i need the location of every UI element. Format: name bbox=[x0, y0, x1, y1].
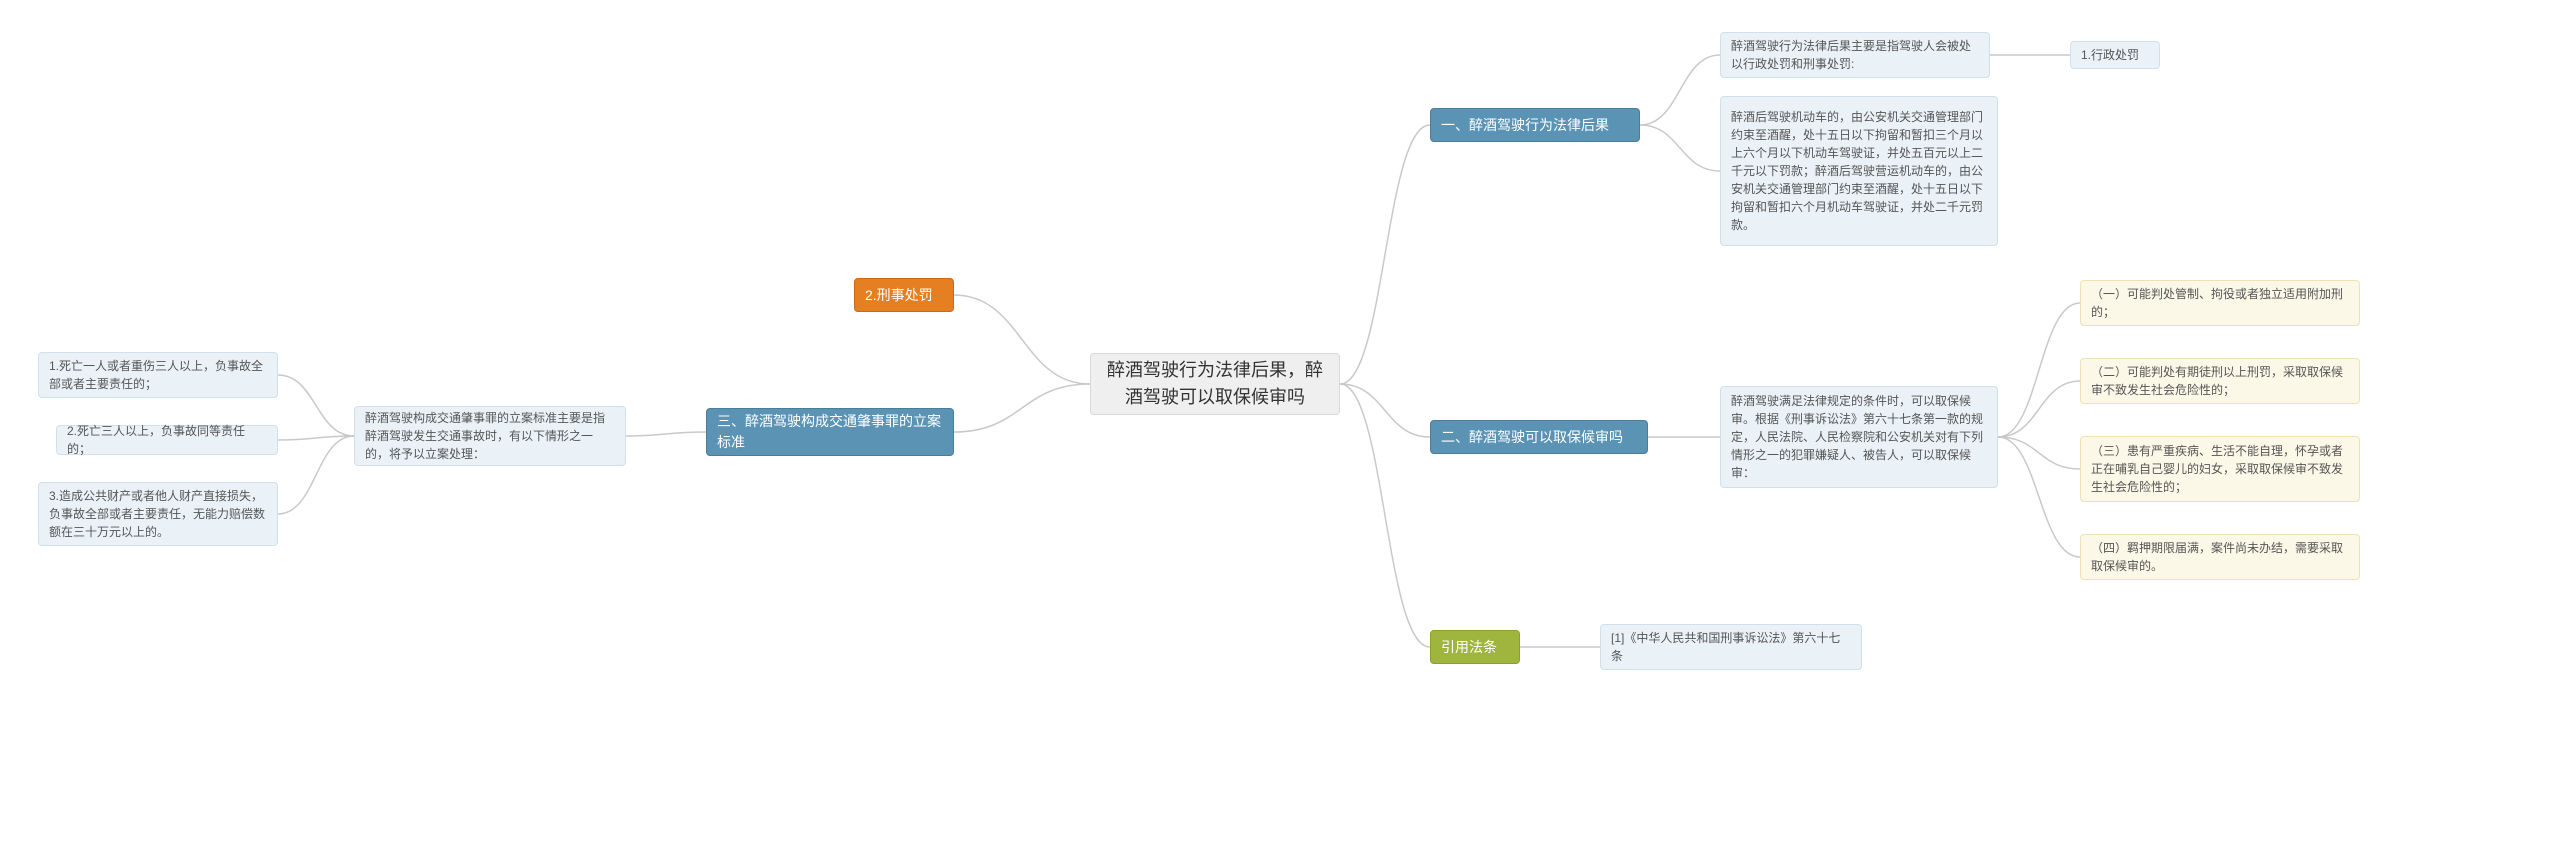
node-text-b5c1b: 2.死亡三人以上，负事故同等责任的； bbox=[57, 416, 277, 464]
node-text-b2c1c: （三）患有严重疾病、生活不能自理，怀孕或者正在哺乳自己婴儿的妇女，采取取保候审不… bbox=[2081, 436, 2359, 502]
node-text-b1c1a: 1.行政处罚 bbox=[2071, 40, 2159, 70]
node-b5c1c[interactable]: 3.造成公共财产或者他人财产直接损失，负事故全部或者主要责任，无能力赔偿数额在三… bbox=[38, 482, 278, 546]
node-text-b1: 一、醉酒驾驶行为法律后果 bbox=[1431, 109, 1639, 142]
node-text-b2: 二、醉酒驾驶可以取保候审吗 bbox=[1431, 421, 1647, 454]
node-text-b2c1b: （二）可能判处有期徒刑以上刑罚，采取取保候审不致发生社会危险性的； bbox=[2081, 357, 2359, 405]
node-b1c1a[interactable]: 1.行政处罚 bbox=[2070, 41, 2160, 69]
node-b5c1[interactable]: 醉酒驾驶构成交通肇事罪的立案标准主要是指醉酒驾驶发生交通事故时，有以下情形之一的… bbox=[354, 406, 626, 466]
node-text-b2c1d: （四）羁押期限届满，案件尚未办结，需要采取取保候审的。 bbox=[2081, 533, 2359, 581]
node-text-b3: 引用法条 bbox=[1431, 631, 1519, 664]
node-b5c1a[interactable]: 1.死亡一人或者重伤三人以上，负事故全部或者主要责任的； bbox=[38, 352, 278, 398]
node-b4[interactable]: 2.刑事处罚 bbox=[854, 278, 954, 312]
node-text-b3c1: [1]《中华人民共和国刑事诉讼法》第六十七条 bbox=[1601, 623, 1861, 671]
node-b2c1b[interactable]: （二）可能判处有期徒刑以上刑罚，采取取保候审不致发生社会危险性的； bbox=[2080, 358, 2360, 404]
node-text-root: 醉酒驾驶行为法律后果，醉酒驾驶可以取保候审吗 bbox=[1091, 351, 1339, 417]
node-b5[interactable]: 三、醉酒驾驶构成交通肇事罪的立案标准 bbox=[706, 408, 954, 456]
mindmap-canvas: 醉酒驾驶行为法律后果，醉酒驾驶可以取保候审吗 一、醉酒驾驶行为法律后果 醉酒驾驶行为… bbox=[0, 0, 2560, 841]
node-b2[interactable]: 二、醉酒驾驶可以取保候审吗 bbox=[1430, 420, 1648, 454]
node-b5c1b[interactable]: 2.死亡三人以上，负事故同等责任的； bbox=[56, 425, 278, 455]
node-text-b5c1c: 3.造成公共财产或者他人财产直接损失，负事故全部或者主要责任，无能力赔偿数额在三… bbox=[39, 481, 277, 547]
node-b2c1[interactable]: 醉酒驾驶满足法律规定的条件时，可以取保候审。根据《刑事诉讼法》第六十七条第一款的… bbox=[1720, 386, 1998, 488]
node-text-b5c1a: 1.死亡一人或者重伤三人以上，负事故全部或者主要责任的； bbox=[39, 351, 277, 399]
node-text-b1c2: 醉酒后驾驶机动车的，由公安机关交通管理部门约束至酒醒，处十五日以下拘留和暂扣三个… bbox=[1721, 102, 1997, 240]
node-b2c1c[interactable]: （三）患有严重疾病、生活不能自理，怀孕或者正在哺乳自己婴儿的妇女，采取取保候审不… bbox=[2080, 436, 2360, 502]
node-text-b4: 2.刑事处罚 bbox=[855, 279, 953, 312]
node-text-b5c1: 醉酒驾驶构成交通肇事罪的立案标准主要是指醉酒驾驶发生交通事故时，有以下情形之一的… bbox=[355, 403, 625, 469]
node-b1c1[interactable]: 醉酒驾驶行为法律后果主要是指驾驶人会被处以行政处罚和刑事处罚: bbox=[1720, 32, 1990, 78]
node-text-b2c1a: （一）可能判处管制、拘役或者独立适用附加刑的； bbox=[2081, 279, 2359, 327]
node-text-b5: 三、醉酒驾驶构成交通肇事罪的立案标准 bbox=[707, 405, 953, 459]
node-text-b2c1: 醉酒驾驶满足法律规定的条件时，可以取保候审。根据《刑事诉讼法》第六十七条第一款的… bbox=[1721, 386, 1997, 488]
node-b3c1[interactable]: [1]《中华人民共和国刑事诉讼法》第六十七条 bbox=[1600, 624, 1862, 670]
node-b2c1d[interactable]: （四）羁押期限届满，案件尚未办结，需要采取取保候审的。 bbox=[2080, 534, 2360, 580]
node-b1c2[interactable]: 醉酒后驾驶机动车的，由公安机关交通管理部门约束至酒醒，处十五日以下拘留和暂扣三个… bbox=[1720, 96, 1998, 246]
node-root[interactable]: 醉酒驾驶行为法律后果，醉酒驾驶可以取保候审吗 bbox=[1090, 353, 1340, 415]
node-text-b1c1: 醉酒驾驶行为法律后果主要是指驾驶人会被处以行政处罚和刑事处罚: bbox=[1721, 31, 1989, 79]
node-b3[interactable]: 引用法条 bbox=[1430, 630, 1520, 664]
node-b1[interactable]: 一、醉酒驾驶行为法律后果 bbox=[1430, 108, 1640, 142]
node-b2c1a[interactable]: （一）可能判处管制、拘役或者独立适用附加刑的； bbox=[2080, 280, 2360, 326]
